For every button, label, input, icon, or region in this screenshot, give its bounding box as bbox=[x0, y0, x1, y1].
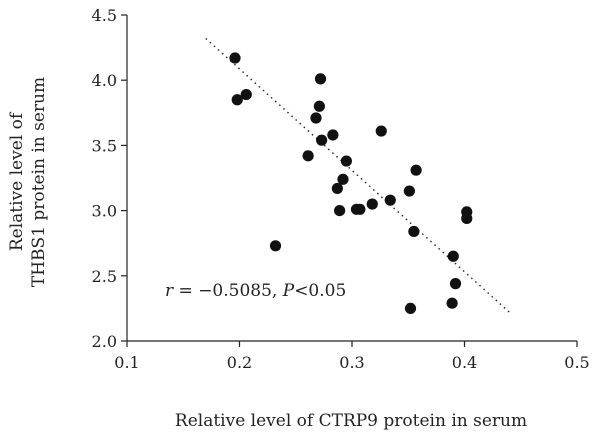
data-point bbox=[337, 173, 349, 185]
p-value: <0.05 bbox=[294, 281, 346, 301]
data-point bbox=[313, 100, 325, 112]
data-point bbox=[384, 194, 396, 206]
data-point bbox=[327, 129, 339, 141]
data-point bbox=[314, 73, 327, 85]
data-point bbox=[334, 205, 346, 217]
x-axis-ticks: 0.1 0.2 0.3 0.4 0.5 bbox=[114, 341, 590, 372]
y-axis-title-line1: Relative level of bbox=[7, 111, 27, 251]
r-symbol: r bbox=[165, 281, 174, 301]
data-point bbox=[302, 150, 314, 162]
y-axis-title-line2: THBS1 protein in serum bbox=[29, 77, 49, 287]
data-point bbox=[229, 52, 241, 64]
y-tick-label: 4.5 bbox=[92, 6, 117, 25]
data-point bbox=[231, 94, 243, 106]
p-symbol: P bbox=[282, 281, 295, 301]
data-point bbox=[403, 185, 415, 197]
y-tick-label: 3.5 bbox=[92, 136, 117, 155]
data-point bbox=[447, 250, 459, 262]
data-point bbox=[404, 302, 417, 314]
x-tick-label: 0.1 bbox=[114, 353, 139, 372]
y-axis-ticks: 2.0 2.5 3.0 3.5 4.0 4.5 bbox=[92, 6, 127, 351]
data-point bbox=[316, 134, 328, 146]
x-tick-label: 0.5 bbox=[564, 353, 589, 372]
x-tick-label: 0.3 bbox=[339, 353, 364, 372]
data-point bbox=[354, 203, 366, 215]
data-point bbox=[240, 88, 252, 101]
data-point bbox=[408, 225, 420, 238]
x-tick-label: 0.4 bbox=[452, 353, 477, 372]
data-point bbox=[449, 278, 462, 290]
y-tick-label: 3.0 bbox=[92, 202, 117, 221]
data-point bbox=[331, 182, 343, 195]
x-tick-label: 0.2 bbox=[227, 353, 252, 372]
y-tick-label: 2.5 bbox=[92, 267, 117, 286]
data-point bbox=[461, 212, 473, 225]
correlation-annotation: r = −0.5085, P<0.05 bbox=[165, 281, 346, 301]
data-point bbox=[446, 297, 458, 309]
data-point bbox=[375, 125, 387, 137]
r-value: = −0.5085, bbox=[173, 281, 283, 301]
data-point bbox=[269, 240, 282, 252]
data-point bbox=[340, 155, 352, 167]
data-point bbox=[410, 164, 422, 176]
y-tick-label: 4.0 bbox=[92, 71, 117, 90]
data-points bbox=[229, 52, 473, 314]
data-point bbox=[310, 112, 322, 124]
y-tick-label: 2.0 bbox=[92, 332, 117, 351]
data-point bbox=[366, 198, 378, 210]
x-axis-title: Relative level of CTRP9 protein in serum bbox=[175, 411, 527, 431]
trend-line bbox=[205, 37, 510, 313]
